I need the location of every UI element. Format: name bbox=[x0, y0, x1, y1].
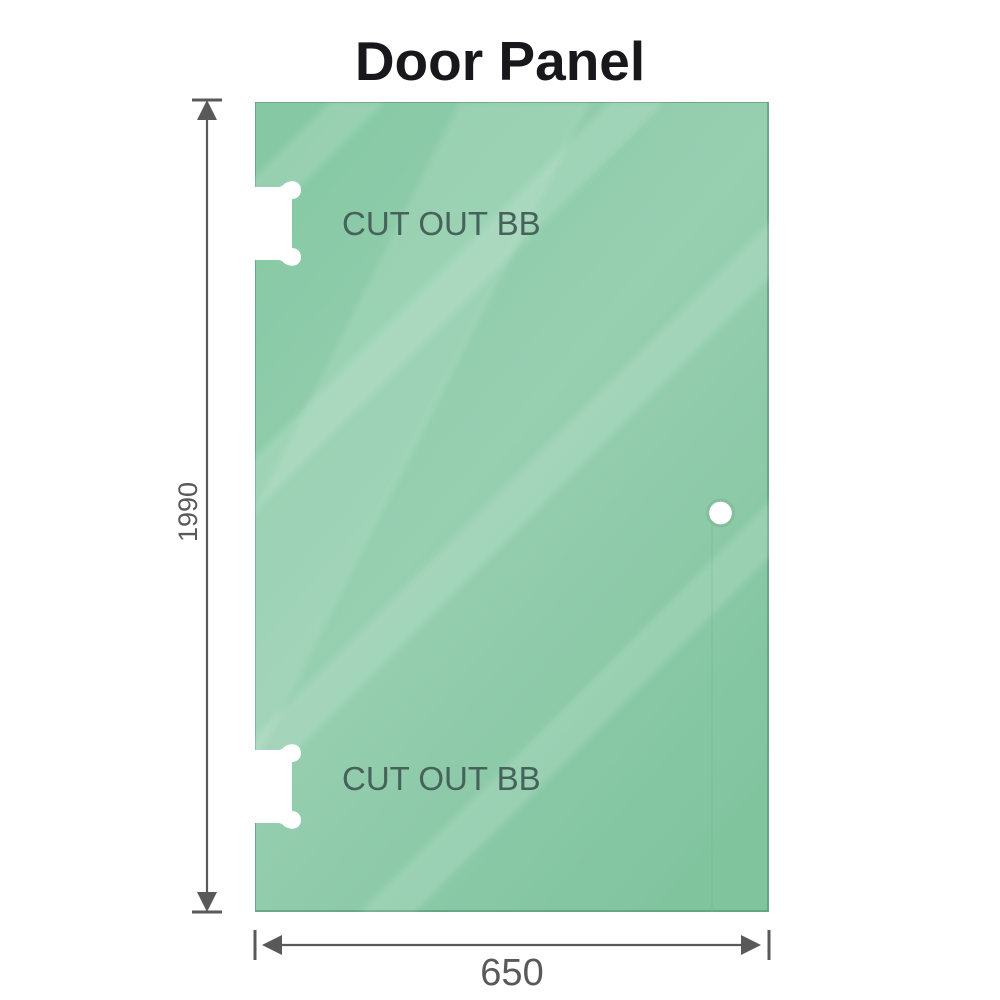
svg-text:CUT OUT BB: CUT OUT BB bbox=[342, 205, 541, 242]
svg-text:Door Panel: Door Panel bbox=[355, 30, 645, 92]
svg-text:1990: 1990 bbox=[173, 482, 203, 542]
svg-text:650: 650 bbox=[480, 952, 543, 994]
svg-text:CUT OUT BB: CUT OUT BB bbox=[342, 760, 541, 797]
